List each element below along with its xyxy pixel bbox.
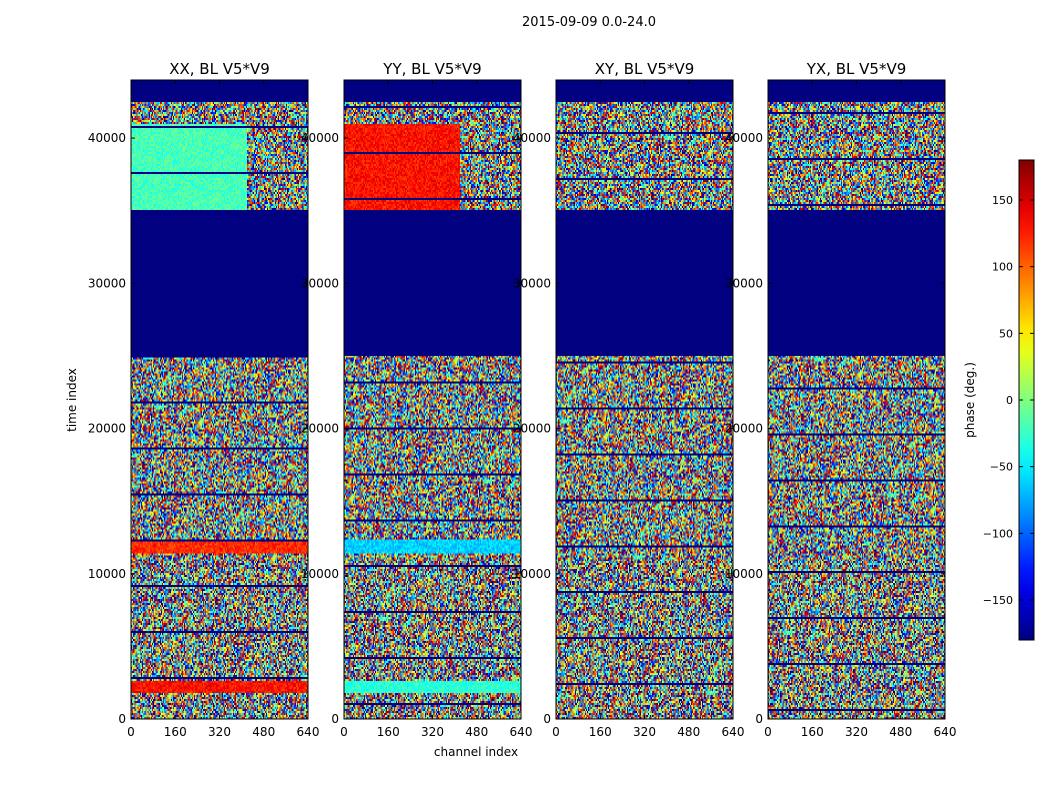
x-tick-label: 480 xyxy=(677,725,700,739)
x-tick-label: 0 xyxy=(127,725,135,739)
heatmap-panel: XX, BL V5*V9 0 160 320 480 640 0 10000 20000 3000… xyxy=(88,60,320,739)
heatmap-image xyxy=(556,80,733,719)
heatmap-image xyxy=(131,80,308,719)
y-tick-label: 0 xyxy=(755,712,763,726)
x-tick-label: 480 xyxy=(465,725,488,739)
colorbar-tick-label: 0 xyxy=(1006,394,1013,407)
blank-region xyxy=(768,80,945,102)
colorbar-tick-label: −100 xyxy=(983,527,1013,540)
y-tick-label: 0 xyxy=(331,712,339,726)
y-tick-label: 10000 xyxy=(725,567,763,581)
x-tick-label: 0 xyxy=(340,725,348,739)
y-tick-label: 30000 xyxy=(88,276,126,290)
blank-region xyxy=(768,210,945,356)
y-tick-label: 10000 xyxy=(513,567,551,581)
x-tick-label: 320 xyxy=(845,725,868,739)
x-tick-label: 320 xyxy=(633,725,656,739)
blank-region xyxy=(556,80,733,102)
y-tick-label: 30000 xyxy=(725,276,763,290)
x-tick-label: 480 xyxy=(889,725,912,739)
panel-title: XY, BL V5*V9 xyxy=(595,60,695,78)
y-tick-label: 20000 xyxy=(88,422,126,436)
colorbar: 150 100 50 0 −50 −100 −150 xyxy=(983,159,1035,641)
x-tick-label: 0 xyxy=(764,725,772,739)
colorbar-tick-label: −50 xyxy=(990,461,1013,474)
colorbar-tick-label: −150 xyxy=(983,594,1013,607)
x-tick-label: 640 xyxy=(722,725,745,739)
y-tick-label: 40000 xyxy=(301,131,339,145)
x-tick-label: 160 xyxy=(589,725,612,739)
y-tick-label: 20000 xyxy=(513,422,551,436)
heatmap-image xyxy=(344,80,521,719)
x-tick-label: 640 xyxy=(297,725,320,739)
colorbar-tick-label: 150 xyxy=(992,194,1013,207)
x-tick-label: 640 xyxy=(510,725,533,739)
figure-title: 2015-09-09 0.0-24.0 xyxy=(522,15,656,30)
y-tick-label: 40000 xyxy=(513,131,551,145)
y-tick-label: 30000 xyxy=(513,276,551,290)
x-tick-label: 320 xyxy=(421,725,444,739)
colorbar-label: phase (deg.) xyxy=(963,362,977,438)
y-tick-label: 10000 xyxy=(301,567,339,581)
x-tick-label: 160 xyxy=(377,725,400,739)
x-tick-label: 480 xyxy=(252,725,275,739)
blank-region xyxy=(344,80,521,102)
y-tick-label: 0 xyxy=(543,712,551,726)
y-tick-label: 40000 xyxy=(88,131,126,145)
blank-region xyxy=(131,210,308,356)
y-axis-label: time index xyxy=(65,368,79,432)
panel-title: YX, BL V5*V9 xyxy=(806,60,907,78)
colorbar-tick-label: 50 xyxy=(999,327,1013,340)
x-tick-label: 160 xyxy=(164,725,187,739)
heatmap-panel: YX, BL V5*V9 0 160 320 480 640 0 10000 20000 3000… xyxy=(725,60,957,739)
heatmap-panel: YY, BL V5*V9 0 160 320 480 640 0 10000 20000 3000… xyxy=(301,60,533,739)
panel-title: XX, BL V5*V9 xyxy=(169,60,270,78)
blank-region xyxy=(344,210,521,356)
y-tick-label: 30000 xyxy=(301,276,339,290)
y-tick-label: 40000 xyxy=(725,131,763,145)
x-tick-label: 640 xyxy=(934,725,957,739)
x-axis-label: channel index xyxy=(434,745,518,759)
y-tick-label: 10000 xyxy=(88,567,126,581)
x-tick-label: 320 xyxy=(208,725,231,739)
y-tick-label: 20000 xyxy=(301,422,339,436)
heatmap-image xyxy=(768,80,945,719)
colorbar-tick-label: 100 xyxy=(992,261,1013,274)
blank-region xyxy=(131,80,308,102)
y-tick-label: 0 xyxy=(118,712,126,726)
heatmap-panels: XX, BL V5*V9 0 160 320 480 640 0 10000 20000 3000… xyxy=(88,60,957,739)
x-tick-label: 160 xyxy=(801,725,824,739)
y-tick-label: 20000 xyxy=(725,422,763,436)
heatmap-panel: XY, BL V5*V9 0 160 320 480 640 0 10000 20000 3000… xyxy=(513,60,745,739)
panel-title: YY, BL V5*V9 xyxy=(382,60,481,78)
x-tick-label: 0 xyxy=(552,725,560,739)
blank-region xyxy=(556,210,733,356)
